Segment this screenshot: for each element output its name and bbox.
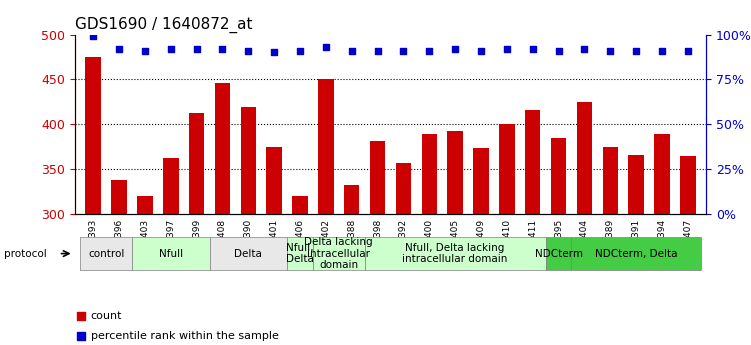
Bar: [240, 107, 256, 214]
Point: [501, 46, 513, 52]
Bar: [421, 134, 437, 214]
Point: [139, 48, 151, 53]
Bar: [525, 110, 541, 214]
FancyBboxPatch shape: [546, 237, 572, 270]
Point: [75, 313, 87, 319]
Bar: [629, 155, 644, 214]
FancyBboxPatch shape: [365, 237, 546, 270]
Point: [372, 48, 384, 53]
Bar: [499, 124, 514, 214]
Bar: [602, 147, 618, 214]
Point: [578, 46, 590, 52]
Text: Delta lacking
intracellular
domain: Delta lacking intracellular domain: [304, 237, 373, 270]
Bar: [163, 158, 179, 214]
Bar: [292, 196, 308, 214]
Point: [630, 48, 642, 53]
Bar: [267, 147, 282, 214]
Bar: [369, 141, 385, 214]
Text: control: control: [88, 249, 125, 258]
Bar: [550, 138, 566, 214]
Point: [320, 44, 332, 50]
Point: [87, 33, 99, 39]
FancyBboxPatch shape: [572, 237, 701, 270]
FancyBboxPatch shape: [210, 237, 287, 270]
Point: [345, 48, 357, 53]
Bar: [448, 131, 463, 214]
Bar: [473, 148, 489, 214]
Point: [424, 48, 436, 53]
Point: [605, 48, 617, 53]
Text: NDCterm: NDCterm: [535, 249, 583, 258]
Text: Nfull, Delta lacking
intracellular domain: Nfull, Delta lacking intracellular domai…: [403, 243, 508, 264]
Text: NDCterm, Delta: NDCterm, Delta: [595, 249, 677, 258]
Bar: [215, 83, 231, 214]
Point: [475, 48, 487, 53]
Text: Delta: Delta: [234, 249, 262, 258]
Point: [526, 46, 538, 52]
Bar: [396, 163, 412, 214]
Point: [243, 48, 255, 53]
Text: Nfull: Nfull: [158, 249, 182, 258]
Bar: [577, 102, 593, 214]
Point: [397, 48, 409, 53]
Point: [449, 46, 461, 52]
Bar: [680, 157, 695, 214]
Text: count: count: [91, 311, 122, 321]
Bar: [189, 112, 204, 214]
Point: [113, 46, 125, 52]
Bar: [654, 134, 670, 214]
Bar: [86, 57, 101, 214]
Point: [553, 48, 565, 53]
FancyBboxPatch shape: [80, 237, 132, 270]
FancyBboxPatch shape: [313, 237, 365, 270]
Point: [656, 48, 668, 53]
Point: [294, 48, 306, 53]
FancyBboxPatch shape: [287, 237, 313, 270]
Bar: [344, 185, 360, 214]
Point: [216, 46, 228, 52]
Text: percentile rank within the sample: percentile rank within the sample: [91, 331, 279, 341]
FancyBboxPatch shape: [132, 237, 210, 270]
Text: protocol: protocol: [4, 249, 47, 258]
Point: [191, 46, 203, 52]
Point: [268, 50, 280, 55]
Bar: [137, 196, 152, 214]
Point: [164, 46, 176, 52]
Bar: [318, 79, 333, 214]
Text: Nfull,
Delta: Nfull, Delta: [286, 243, 314, 264]
Point: [75, 333, 87, 339]
Bar: [111, 180, 127, 214]
Point: [682, 48, 694, 53]
Text: GDS1690 / 1640872_at: GDS1690 / 1640872_at: [75, 17, 252, 33]
